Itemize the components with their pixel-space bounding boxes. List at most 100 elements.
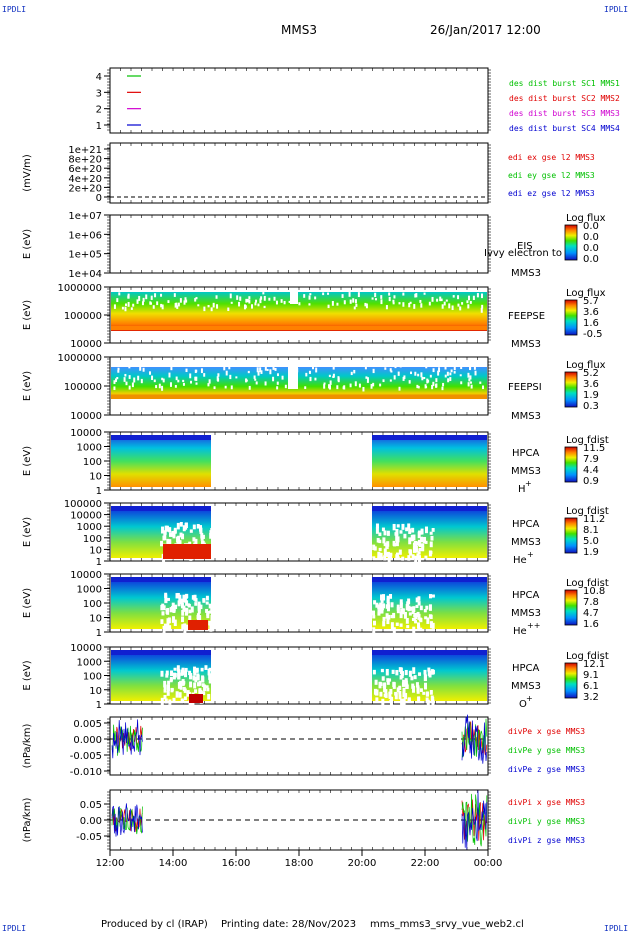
instrument-label: FEEPSI bbox=[508, 382, 542, 393]
data-gap bbox=[188, 609, 192, 614]
data-gap bbox=[377, 551, 381, 558]
spacecraft-label: MMS3 bbox=[511, 466, 541, 477]
data-gap bbox=[378, 547, 382, 552]
data-gap bbox=[395, 539, 399, 547]
data-gap bbox=[355, 303, 358, 307]
y-axis-label: E (eV) bbox=[22, 300, 33, 330]
data-gap bbox=[189, 681, 193, 688]
data-gap bbox=[168, 527, 172, 533]
data-gap bbox=[160, 303, 163, 308]
colorbar bbox=[564, 446, 578, 483]
data-gap bbox=[385, 613, 389, 619]
data-gap bbox=[424, 526, 428, 534]
data-gap bbox=[314, 377, 317, 381]
data-gap bbox=[171, 602, 175, 609]
legend-entry: divPi y gse MMS3 bbox=[508, 817, 585, 826]
data-gap bbox=[364, 365, 367, 370]
colorbar-tick-label: 8.1 bbox=[583, 525, 599, 536]
data-gap bbox=[191, 595, 195, 600]
data-gap bbox=[163, 680, 167, 688]
data-gap bbox=[431, 527, 435, 532]
data-gap bbox=[166, 597, 170, 601]
data-gap bbox=[380, 668, 384, 673]
data-gap bbox=[382, 616, 386, 622]
data-gap bbox=[400, 671, 404, 679]
hpca-spectrogram bbox=[111, 506, 487, 562]
data-gap bbox=[416, 687, 420, 694]
data-gap bbox=[396, 524, 400, 528]
colorbar-tick-label: 0.0 bbox=[583, 243, 599, 254]
y-tick-label: 1000 bbox=[77, 657, 102, 668]
data-gap bbox=[412, 545, 416, 553]
data-gap bbox=[305, 372, 308, 377]
data-gap bbox=[408, 537, 412, 545]
data-gap bbox=[411, 683, 415, 689]
data-gap bbox=[154, 293, 157, 298]
data-gap bbox=[380, 556, 384, 561]
data-gap bbox=[416, 384, 419, 389]
data-gap bbox=[164, 625, 168, 630]
species-label: H bbox=[518, 484, 526, 495]
data-gap bbox=[400, 608, 404, 614]
data-gap bbox=[453, 371, 456, 374]
data-gap bbox=[377, 556, 381, 560]
data-gap bbox=[251, 304, 254, 309]
data-gap bbox=[354, 381, 357, 387]
data-gap bbox=[460, 366, 463, 370]
data-gap bbox=[205, 595, 209, 601]
data-gap bbox=[327, 292, 330, 295]
data-gap bbox=[415, 548, 419, 553]
data-gap bbox=[254, 302, 257, 306]
colorbar-tick-label: 9.1 bbox=[583, 670, 599, 681]
data-gap bbox=[116, 298, 119, 303]
data-gap bbox=[145, 294, 148, 300]
data-gap bbox=[162, 605, 166, 611]
data-gap bbox=[236, 295, 239, 300]
data-gap bbox=[210, 307, 213, 312]
series-trace bbox=[461, 714, 488, 764]
header-spacecraft: MMS3 bbox=[281, 23, 317, 37]
y-tick-label: 4 bbox=[96, 72, 102, 83]
data-gap bbox=[381, 527, 385, 532]
data-gap bbox=[408, 302, 411, 308]
y-tick-label: 10 bbox=[89, 545, 102, 556]
panel-frame bbox=[109, 214, 489, 274]
data-gap bbox=[124, 373, 127, 377]
y-tick-label: 1e+06 bbox=[68, 230, 102, 241]
y-tick-label: 10 bbox=[89, 614, 102, 625]
data-gap bbox=[439, 296, 442, 302]
data-gap bbox=[399, 623, 403, 627]
data-gap bbox=[424, 555, 428, 559]
data-gap bbox=[404, 693, 408, 700]
data-gap bbox=[205, 608, 209, 613]
data-gap bbox=[423, 669, 427, 675]
y-axis-label: E (eV) bbox=[22, 371, 33, 401]
data-gap bbox=[168, 625, 172, 631]
data-gap bbox=[424, 616, 428, 620]
data-gap bbox=[201, 683, 205, 687]
data-gap bbox=[404, 680, 408, 686]
data-gap bbox=[382, 594, 386, 601]
data-gap bbox=[327, 304, 330, 309]
data-gap bbox=[323, 384, 326, 389]
colorbar bbox=[564, 371, 578, 408]
data-gap bbox=[308, 295, 311, 300]
data-gap bbox=[469, 381, 472, 384]
data-gap bbox=[380, 299, 383, 305]
data-gap bbox=[466, 300, 469, 304]
data-gap bbox=[441, 386, 444, 391]
data-gap bbox=[174, 604, 178, 609]
data-gap bbox=[386, 604, 390, 612]
data-gap bbox=[133, 377, 136, 383]
data-gap bbox=[184, 594, 188, 599]
y-tick-label: -0.05 bbox=[76, 832, 102, 843]
y-tick-label: 1000000 bbox=[57, 353, 102, 364]
data-gap bbox=[417, 373, 420, 377]
data-gap bbox=[217, 378, 220, 382]
data-gap bbox=[482, 385, 485, 390]
data-gap bbox=[395, 622, 399, 626]
x-tick-label: 20:00 bbox=[348, 858, 377, 869]
data-gap bbox=[398, 690, 402, 695]
x-tick-label: 18:00 bbox=[285, 858, 314, 869]
data-gap bbox=[166, 538, 170, 546]
